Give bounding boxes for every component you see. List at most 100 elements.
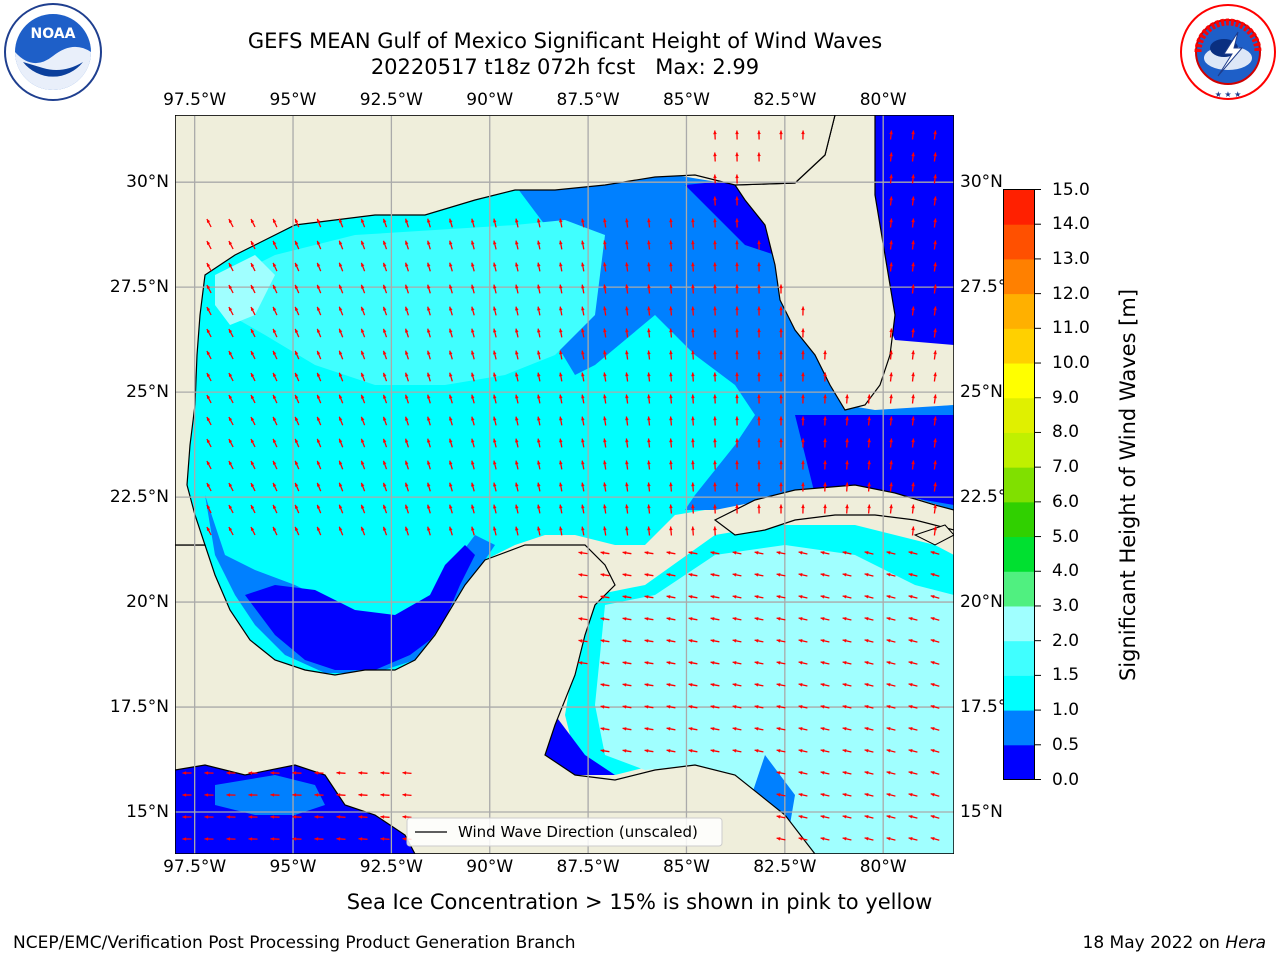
wind-arrow-head: [647, 306, 651, 311]
wind-arrow-head: [206, 505, 211, 509]
wind-arrow-head: [889, 152, 893, 157]
wind-arrow-head: [933, 240, 937, 245]
wind-arrow-head: [314, 771, 319, 775]
wind-arrow-head: [908, 705, 913, 709]
wind-arrow-head: [845, 460, 849, 465]
wind-arrow-head: [886, 705, 891, 709]
colorbar-tick-label: 4.0: [1052, 561, 1080, 582]
wind-arrow-head: [886, 815, 891, 819]
wind-arrow-head: [647, 218, 651, 223]
wind-arrow-head: [383, 416, 387, 421]
wind-arrow-head: [361, 240, 365, 245]
wind-arrow-head: [402, 837, 407, 841]
wind-arrow-head: [427, 328, 431, 333]
wind-arrow-head: [581, 504, 585, 509]
wind-arrow-head: [251, 219, 255, 223]
colorbar-segment: [1003, 189, 1035, 225]
wind-arrow-head: [908, 617, 913, 621]
wind-arrow-head: [776, 727, 781, 731]
wind-arrow-head: [842, 595, 847, 599]
wind-arrow-head: [842, 551, 847, 555]
wind-arrow-head: [735, 460, 739, 465]
wind-arrow-head: [713, 196, 717, 201]
wind-arrow-head: [622, 573, 627, 577]
wind-arrow-head: [864, 749, 869, 753]
wind-arrow-head: [710, 727, 715, 731]
wind-arrow-head: [644, 639, 649, 643]
wave-band-0.0-straits: [795, 415, 954, 505]
caribbean-band-0.0-honduras: [545, 715, 615, 775]
wind-arrow-head: [889, 130, 893, 135]
wind-arrow-head: [449, 416, 453, 421]
wind-arrow-head: [911, 262, 915, 267]
wind-arrow-head: [317, 394, 321, 399]
wind-arrow-head: [339, 416, 343, 421]
wind-arrow-head: [930, 815, 935, 819]
wind-arrow-head: [380, 815, 385, 819]
wind-arrow-head: [647, 438, 651, 443]
wind-arrow-head: [317, 218, 321, 223]
wind-arrow-head: [251, 329, 255, 333]
wind-arrow-head: [820, 837, 825, 841]
wind-arrow-head: [713, 394, 717, 399]
wind-arrow-head: [757, 240, 761, 245]
wind-arrow-head: [339, 504, 343, 509]
wind-arrow-head: [449, 394, 453, 399]
wind-arrow-head: [405, 416, 409, 421]
wind-arrow-head: [361, 504, 365, 509]
wind-arrow-head: [688, 551, 693, 555]
wind-arrow-head: [515, 240, 519, 245]
wind-arrow-head: [732, 661, 737, 665]
wind-arrow-head: [933, 152, 937, 157]
wind-arrow-head: [798, 683, 803, 687]
wind-arrow-head: [889, 174, 893, 179]
wind-arrow-head: [713, 218, 717, 223]
colorbar-segment: [1003, 710, 1035, 746]
wind-arrow-head: [911, 416, 915, 421]
wind-arrow-head: [933, 460, 937, 465]
lon-tick-bottom: 97.5°W: [163, 857, 227, 877]
wind-arrow-head: [644, 705, 649, 709]
wind-arrow-head: [600, 749, 605, 753]
wind-arrow-head: [383, 262, 387, 267]
wind-arrow-head: [889, 240, 893, 245]
wind-arrow-head: [427, 218, 431, 223]
wind-arrow-head: [493, 394, 497, 399]
wind-arrow-head: [908, 727, 913, 731]
wind-arrow-head: [713, 372, 717, 377]
wind-arrow-head: [449, 526, 453, 531]
wind-arrow-head: [732, 595, 737, 599]
colorbar-tick-label: 6.0: [1052, 491, 1080, 512]
wind-arrow-head: [449, 350, 453, 355]
wind-arrow-head: [933, 174, 937, 179]
wind-arrow-head: [754, 727, 759, 731]
wind-arrow-head: [930, 661, 935, 665]
wind-arrow-head: [688, 661, 693, 665]
wind-arrow-head: [688, 749, 693, 753]
wind-arrow-head: [270, 793, 275, 797]
wind-arrow-head: [933, 526, 937, 531]
wind-arrow-head: [732, 551, 737, 555]
footer-date: 18 May 2022 on Hera: [1083, 933, 1267, 953]
wind-arrow-head: [732, 749, 737, 753]
wind-arrow-head: [603, 416, 607, 421]
wind-arrow-head: [581, 328, 585, 333]
wind-arrow-head: [600, 639, 605, 643]
wind-arrow-head: [625, 416, 629, 421]
wind-arrow-head: [845, 416, 849, 421]
wind-arrow-head: [908, 595, 913, 599]
wind-arrow-head: [358, 793, 363, 797]
wind-arrow-head: [735, 152, 739, 157]
wind-arrow-head: [911, 218, 915, 223]
wind-arrow-head: [493, 328, 497, 333]
wind-arrow-head: [647, 416, 651, 421]
wind-arrow-head: [889, 394, 893, 399]
wind-arrow-head: [930, 837, 935, 841]
wind-arrow-head: [537, 328, 541, 333]
wind-arrow-head: [669, 218, 673, 223]
lat-tick-left: 27.5°N: [109, 277, 169, 298]
wind-arrow-head: [820, 793, 825, 797]
colorbar-segment: [1003, 224, 1035, 260]
wind-arrow-head: [754, 573, 759, 577]
wind-arrow-head: [559, 416, 563, 421]
